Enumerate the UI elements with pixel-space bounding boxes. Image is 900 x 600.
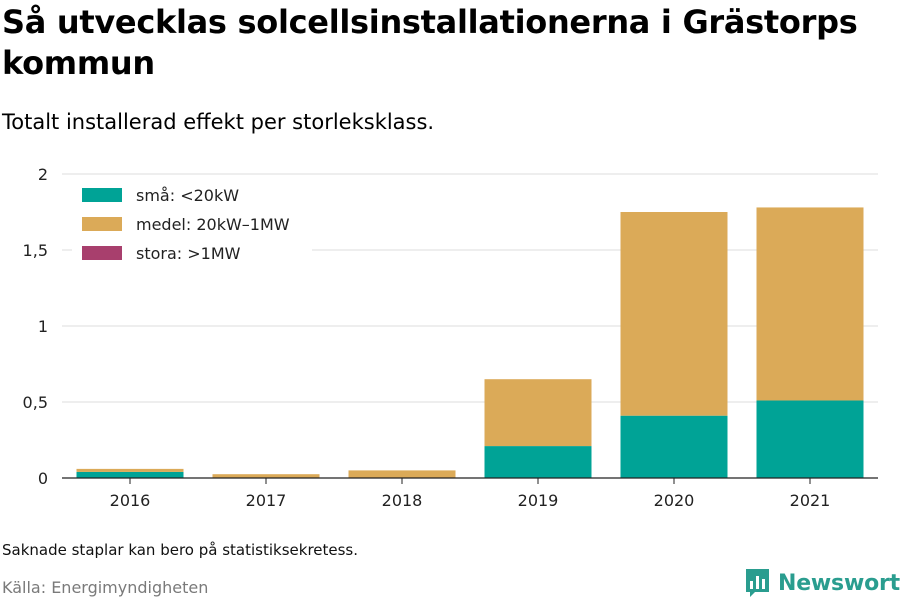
x-tick-label: 2018 <box>382 491 423 510</box>
y-axis-ticks: 0 0,5 1 1,5 2 <box>23 165 48 488</box>
bar-segment <box>620 415 728 478</box>
x-tick-label: 2019 <box>518 491 559 510</box>
bar-segment <box>212 474 320 478</box>
bar-segment <box>348 470 456 478</box>
bar-segment <box>484 446 592 478</box>
stacked-bar-chart: 0 0,5 1 1,5 2 2016 2017 2018 2019 2020 2021 små: … <box>23 165 878 510</box>
x-axis-ticks: 2016 2017 2018 2019 2020 2021 <box>110 478 831 510</box>
y-tick-label: 2 <box>38 165 48 184</box>
legend-swatch <box>82 246 122 260</box>
legend-label: medel: 20kW–1MW <box>136 215 290 234</box>
bar-segment <box>484 379 592 447</box>
brand-name: Newsworthy <box>778 570 900 596</box>
legend-label: små: <20kW <box>136 186 239 205</box>
legend-swatch <box>82 217 122 231</box>
legend: små: <20kW medel: 20kW–1MW stora: >1MW <box>72 177 312 269</box>
bar-chart-logo-icon <box>746 569 769 597</box>
y-tick-label: 0 <box>38 469 48 488</box>
source-credit: Källa: Energimyndigheten <box>2 578 209 597</box>
bar-segment <box>756 207 864 401</box>
legend-swatch <box>82 188 122 202</box>
x-tick-label: 2020 <box>654 491 695 510</box>
x-tick-label: 2017 <box>246 491 287 510</box>
bars <box>76 207 864 478</box>
bar-segment <box>756 400 864 478</box>
y-tick-label: 1,5 <box>23 241 48 260</box>
bar-segment <box>76 468 184 472</box>
bar-segment <box>76 471 184 478</box>
chart-title: Så utvecklas solcellsinstallationerna i … <box>2 3 858 82</box>
y-tick-label: 1 <box>38 317 48 336</box>
x-tick-label: 2021 <box>790 491 831 510</box>
footnote: Saknade staplar kan bero på statistiksek… <box>2 541 359 559</box>
newsworthy-logo[interactable]: Newsworthy <box>745 568 900 598</box>
x-tick-label: 2016 <box>110 491 151 510</box>
chart-subtitle: Totalt installerad effekt per storlekskl… <box>2 110 435 134</box>
bar-segment <box>620 212 728 416</box>
legend-label: stora: >1MW <box>136 244 241 263</box>
y-tick-label: 0,5 <box>23 393 48 412</box>
